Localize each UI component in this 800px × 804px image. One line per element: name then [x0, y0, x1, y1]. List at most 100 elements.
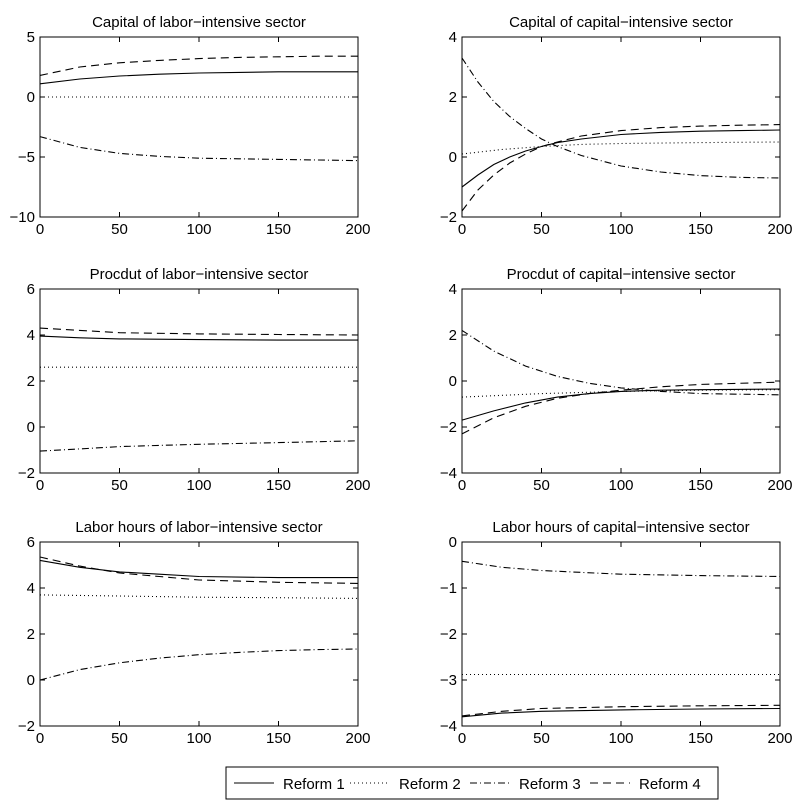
- x-tick-label: 200: [345, 730, 370, 747]
- chart-title: Labor hours of labor−intensive sector: [75, 519, 322, 536]
- y-tick-label: −4: [440, 465, 457, 482]
- series-line-reform-3: [39, 648, 359, 681]
- y-tick-label: −2: [440, 626, 457, 643]
- series-line-reform-1: [39, 71, 358, 85]
- series-line-reform-1: [461, 129, 781, 188]
- series-line-reform-3: [39, 136, 359, 162]
- y-tick-label: 6: [27, 281, 35, 298]
- y-tick-label: −5: [18, 149, 35, 166]
- x-tick-label: 100: [608, 221, 633, 238]
- x-tick-label: 50: [533, 221, 550, 238]
- x-tick-label: 100: [186, 730, 211, 747]
- legend-box: [225, 766, 719, 800]
- y-tick-label: 4: [449, 281, 457, 298]
- x-tick-label: 100: [186, 221, 211, 238]
- y-tick-label: −4: [440, 718, 457, 735]
- chart-title: Procdut of labor−intensive sector: [90, 266, 309, 283]
- chart-title: Procdut of capital−intensive sector: [507, 266, 736, 283]
- y-tick-label: 0: [27, 89, 35, 106]
- y-tick-label: 2: [27, 626, 35, 643]
- x-tick-label: 50: [111, 477, 128, 494]
- x-tick-label: 50: [111, 221, 128, 238]
- y-tick-label: 0: [449, 149, 457, 166]
- x-tick-label: 0: [458, 730, 466, 747]
- y-tick-label: 6: [27, 534, 35, 551]
- legend: Reform 1 Reform 2 Reform 3 Reform 4: [225, 766, 719, 800]
- legend-label-reform-1: Reform 1: [283, 776, 345, 793]
- y-tick-label: −1: [440, 580, 457, 597]
- x-tick-label: 0: [36, 730, 44, 747]
- y-tick-label: −3: [440, 672, 457, 689]
- series-line-reform-4: [461, 704, 781, 717]
- x-tick-label: 150: [266, 221, 291, 238]
- legend-label-reform-3: Reform 3: [519, 776, 581, 793]
- axes-frame: [461, 36, 781, 218]
- series-line-reform-4: [461, 381, 781, 435]
- y-tick-label: 0: [27, 419, 35, 436]
- chart-panel-5: Labor hours of labor−intensive sector 0 50…: [18, 519, 371, 747]
- chart-title: Capital of labor−intensive sector: [92, 14, 306, 31]
- x-tick-label: 200: [345, 221, 370, 238]
- axes-frame: [39, 288, 359, 474]
- axes-frame: [461, 541, 781, 727]
- x-tick-label: 0: [458, 477, 466, 494]
- series-line-reform-3: [39, 440, 359, 452]
- series-line-reform-1: [39, 335, 358, 341]
- x-tick-label: 50: [533, 730, 550, 747]
- x-tick-label: 150: [266, 730, 291, 747]
- y-tick-label: 0: [27, 672, 35, 689]
- y-tick-label: 5: [27, 29, 35, 46]
- y-tick-label: 2: [449, 327, 457, 344]
- y-tick-label: 0: [449, 534, 457, 551]
- x-tick-label: 200: [767, 477, 792, 494]
- chart-title: Capital of capital−intensive sector: [509, 14, 733, 31]
- x-tick-label: 150: [266, 477, 291, 494]
- chart-panel-6: Labor hours of capital−intensive sector 0…: [440, 519, 793, 747]
- x-tick-label: 150: [688, 477, 713, 494]
- x-tick-label: 100: [608, 730, 633, 747]
- chart-panel-3: Procdut of labor−intensive sector 0 50 100 1…: [18, 266, 371, 494]
- y-tick-label: 4: [449, 29, 457, 46]
- y-tick-label: −2: [440, 209, 457, 226]
- x-tick-label: 200: [767, 730, 792, 747]
- series-line-reform-1: [461, 707, 781, 718]
- chart-title: Labor hours of capital−intensive sector: [492, 519, 749, 536]
- y-tick-label: −2: [18, 465, 35, 482]
- x-tick-label: 150: [688, 730, 713, 747]
- y-tick-label: −10: [10, 209, 35, 226]
- axes-frame: [39, 541, 359, 727]
- x-tick-label: 0: [36, 221, 44, 238]
- x-tick-label: 50: [533, 477, 550, 494]
- y-tick-label: 2: [27, 373, 35, 390]
- x-tick-label: 150: [688, 221, 713, 238]
- x-tick-label: 100: [186, 477, 211, 494]
- series-line-reform-3: [461, 57, 781, 179]
- chart-panel-4: Procdut of capital−intensive sector 0 50 10…: [440, 266, 793, 494]
- series-line-reform-3: [461, 560, 781, 578]
- x-tick-label: 200: [767, 221, 792, 238]
- series-line-reform-4: [39, 327, 359, 336]
- y-tick-label: −2: [18, 718, 35, 735]
- legend-label-reform-4: Reform 4: [639, 776, 701, 793]
- y-tick-label: 4: [27, 327, 35, 344]
- series-line-reform-1: [39, 559, 358, 579]
- x-tick-label: 0: [36, 477, 44, 494]
- legend-label-reform-2: Reform 2: [399, 776, 461, 793]
- series-line-reform-4: [39, 55, 358, 76]
- series-line-reform-4: [461, 124, 781, 212]
- x-tick-label: 50: [111, 730, 128, 747]
- y-tick-label: −2: [440, 419, 457, 436]
- series-line-reform-2: [461, 141, 781, 155]
- axes-frame: [461, 288, 781, 474]
- y-tick-label: 4: [27, 580, 35, 597]
- chart-panel-2: Capital of capital−intensive sector 0 50 10…: [440, 14, 793, 238]
- x-tick-label: 0: [458, 221, 466, 238]
- x-tick-label: 200: [345, 477, 370, 494]
- y-tick-label: 2: [449, 89, 457, 106]
- axes-frame: [39, 36, 359, 218]
- x-tick-label: 100: [608, 477, 633, 494]
- y-tick-label: 0: [449, 373, 457, 390]
